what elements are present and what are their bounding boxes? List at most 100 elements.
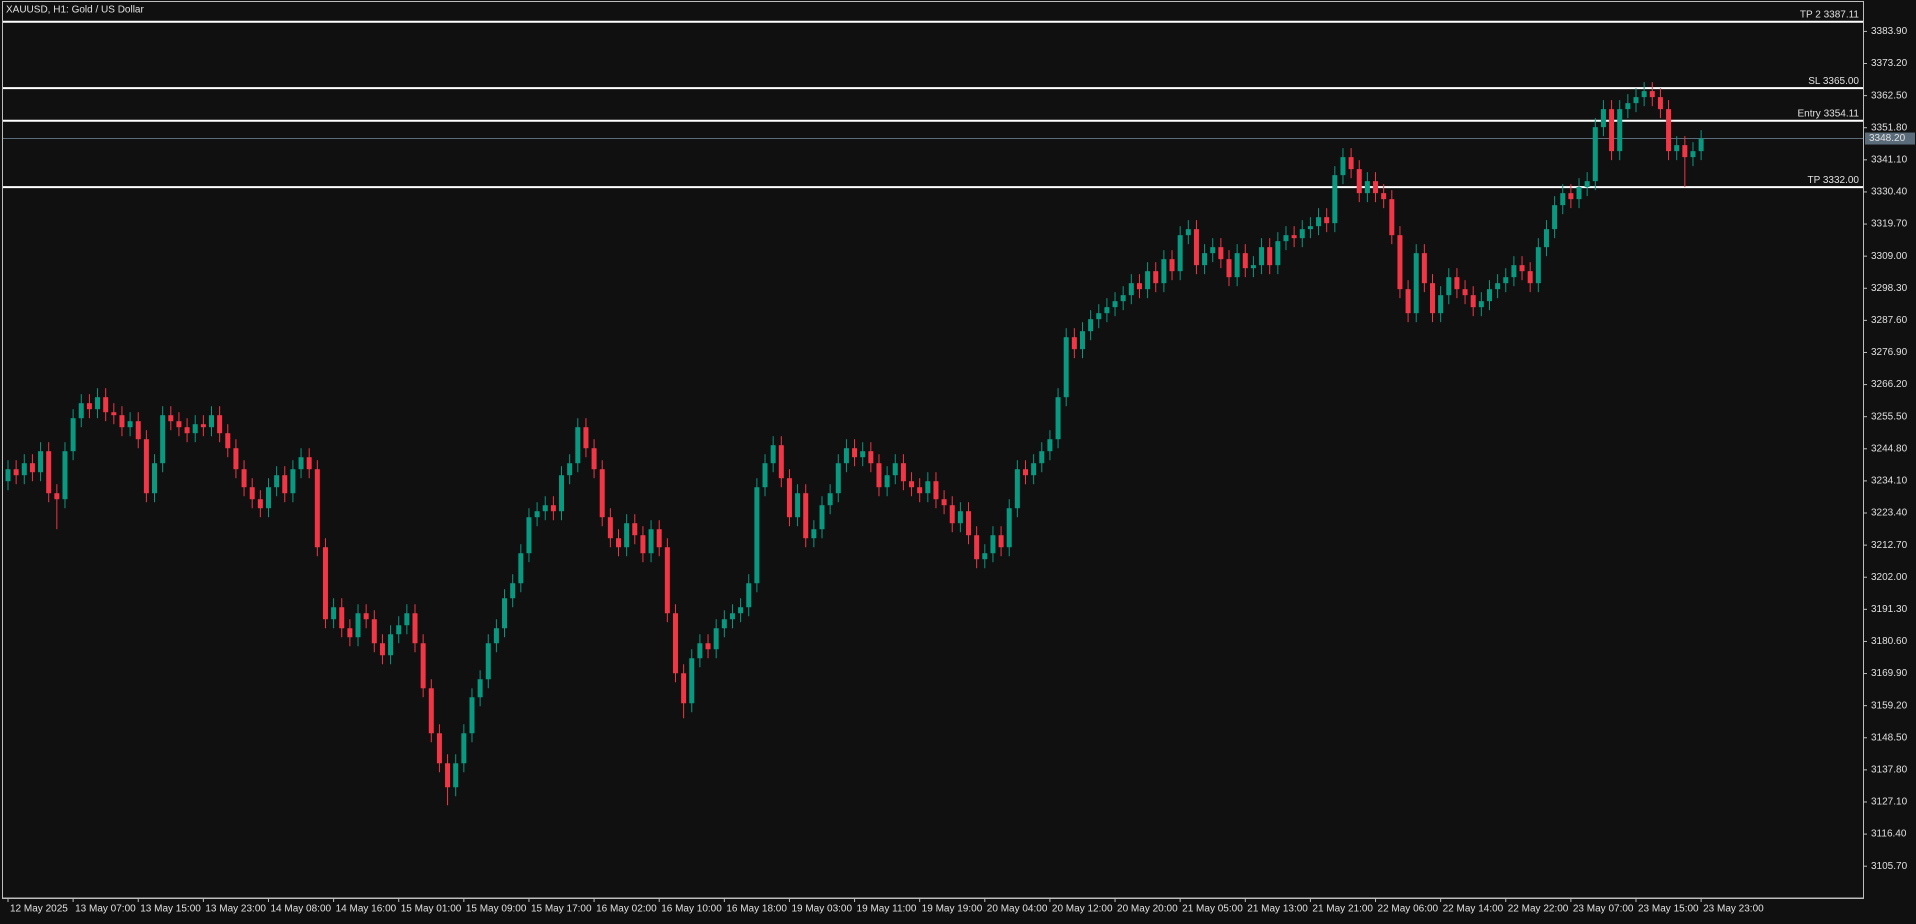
candle-body [1584,181,1590,188]
y-tick-label: 3202.00 [1871,572,1908,583]
candle-body [925,481,931,494]
candle-body [957,511,963,524]
candle-body [502,598,508,629]
y-tick-label: 3351.80 [1871,122,1908,133]
candle-body [778,445,784,479]
y-tick-label: 3234.10 [1871,476,1908,487]
candle-body [982,553,988,560]
candle-body [974,535,980,560]
candle-body [38,451,44,473]
candle-body [1682,145,1688,158]
y-tick-label: 3383.90 [1871,26,1908,37]
candle-body [21,463,27,476]
candle-body [1153,271,1159,284]
candle-body [1316,217,1322,227]
level-label: TP 2 3387.11 [1800,9,1860,20]
candle-body [62,451,68,500]
candle-body [355,613,361,638]
candle-body [1055,397,1061,440]
candle-body [949,505,955,524]
candle-body [852,448,858,458]
candle-body [420,643,426,689]
candle-body [1609,109,1615,152]
candle-body [1397,235,1403,290]
candle-body [493,628,499,644]
candle-body [1625,103,1631,110]
y-tick-label: 3255.50 [1871,411,1908,422]
candle-body [209,415,214,428]
candle-body [1039,451,1045,464]
candle-body [1031,463,1037,476]
candle-body [1373,181,1379,194]
candle-body [306,457,312,470]
candle-body [1617,109,1623,152]
candle-body [404,613,410,626]
x-tick-label: 15 May 17:00 [531,904,592,915]
candle-body [575,427,581,464]
candle-body [909,481,915,488]
candle-body [1576,187,1582,200]
candle-body [1332,175,1338,224]
candle-body [1454,277,1460,290]
candle-body [1495,283,1501,290]
y-tick-label: 3159.20 [1871,700,1908,711]
candle-body [290,469,296,494]
candle-body [274,475,280,488]
candle-body [1136,283,1142,290]
x-tick-label: 16 May 02:00 [596,904,657,915]
candle-body [477,679,483,698]
y-tick-label: 3137.80 [1871,765,1908,776]
candle-body [884,475,890,488]
candle-body [1430,283,1435,314]
candle-body [664,547,670,614]
candle-body [363,613,369,620]
candle-body [1283,235,1289,242]
candle-body [583,427,589,449]
candle-body [1275,241,1281,266]
candle-body [1478,301,1484,308]
candle-body [86,403,92,410]
current-price-box [1865,132,1915,145]
candle-body [1096,313,1102,320]
candle-body [705,643,711,650]
candle-body [249,487,255,500]
x-tick-label: 20 May 20:00 [1117,904,1178,915]
candle-body [786,478,792,518]
candle-body [1161,259,1167,284]
candle-body [1690,151,1696,158]
y-tick-label: 3266.20 [1871,379,1908,390]
candle-body [1600,109,1606,128]
candle-body [681,673,687,704]
y-tick-label: 3298.30 [1871,283,1908,294]
candle-body [632,523,638,536]
candle-body [892,463,898,476]
candle-body [1079,331,1085,350]
candle-body [233,448,239,470]
candle-body [1405,289,1411,314]
candle-body [1568,193,1574,200]
candle-body [518,553,524,584]
candle-body [599,469,605,518]
current-price-label: 3348.20 [1869,133,1906,144]
candle-body [135,421,141,440]
candle-body [933,481,939,500]
candle-body [95,397,101,410]
candle-body [1674,145,1680,152]
candle-body [160,415,166,464]
candle-body [298,457,304,470]
candle-body [1356,169,1362,194]
candle-body [1340,157,1346,176]
x-tick-label: 23 May 23:00 [1703,904,1764,915]
x-tick-label: 14 May 16:00 [336,904,397,915]
x-tick-label: 19 May 11:00 [857,904,917,915]
candle-body [510,583,516,599]
y-tick-label: 3341.10 [1871,154,1908,165]
candle-body [152,463,158,494]
candle-body [616,538,621,548]
candle-body [453,763,459,788]
x-tick-label: 23 May 15:00 [1638,904,1699,915]
level-label: TP 3332.00 [1807,175,1859,186]
candle-body [225,433,231,449]
